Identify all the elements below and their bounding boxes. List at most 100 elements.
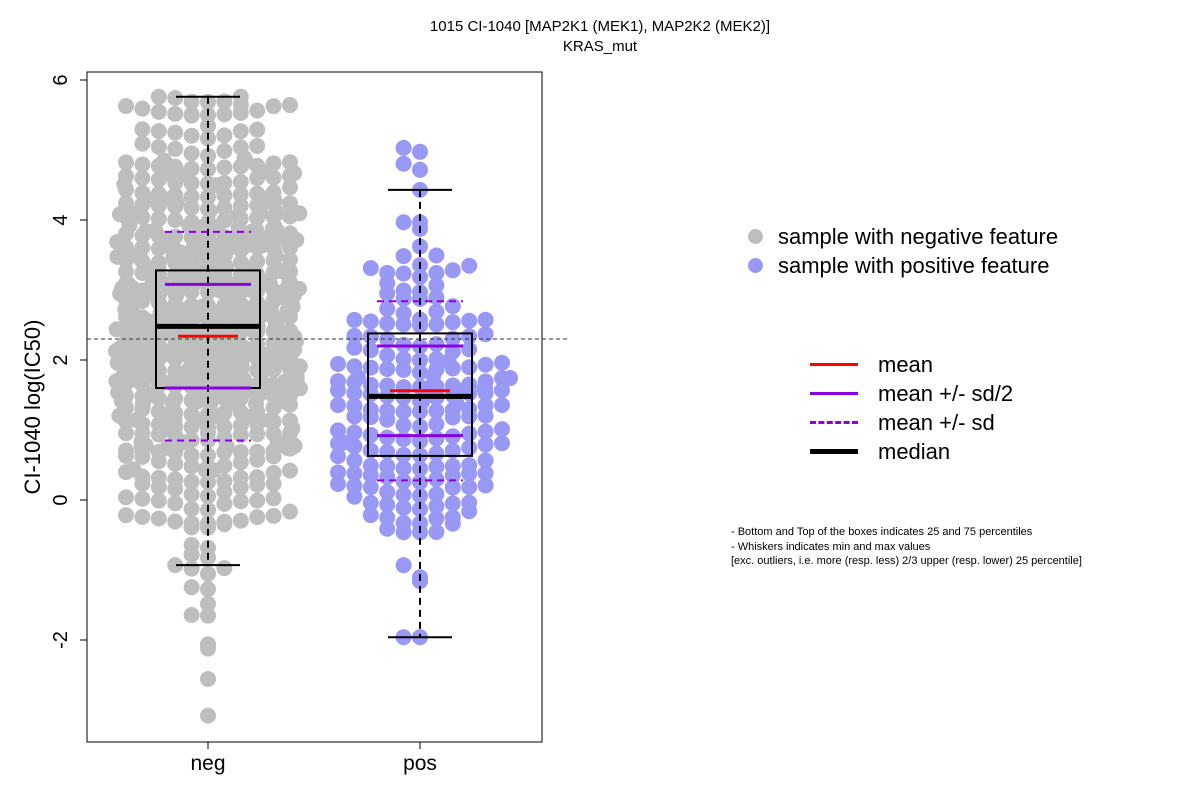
data-point [118, 195, 134, 212]
data-point [412, 418, 428, 435]
data-point [379, 458, 396, 475]
data-point [494, 354, 510, 371]
data-point [461, 479, 478, 496]
data-point [118, 507, 134, 524]
data-point [346, 424, 363, 441]
data-point [150, 103, 167, 120]
data-point [150, 492, 167, 509]
data-point [232, 469, 249, 486]
data-point [395, 305, 412, 322]
legend-label-positive: sample with positive feature [778, 252, 1050, 278]
data-point [461, 359, 478, 376]
data-point [330, 475, 346, 492]
data-point [183, 160, 200, 177]
data-point [183, 607, 200, 624]
data-point [362, 359, 379, 376]
data-point [183, 515, 200, 532]
data-point [232, 173, 249, 190]
data-point [444, 314, 461, 331]
legend-label-mean: mean [878, 351, 934, 377]
data-point [249, 469, 266, 486]
data-point [118, 98, 134, 115]
data-point [232, 88, 249, 105]
data-point [346, 339, 363, 356]
data-point [216, 212, 233, 229]
data-point [335, 434, 352, 451]
data-point [249, 185, 266, 202]
data-point [477, 356, 494, 373]
data-point [232, 186, 249, 203]
data-point [444, 458, 461, 475]
data-point [232, 139, 249, 156]
data-point [183, 458, 200, 475]
data-point [362, 401, 379, 418]
data-point [494, 421, 510, 438]
data-point [395, 248, 412, 265]
data-point [395, 403, 412, 420]
data-point [216, 495, 233, 512]
data-point [159, 439, 176, 456]
data-point [494, 435, 510, 452]
data-point [428, 277, 445, 294]
data-points [108, 88, 519, 724]
data-point [150, 210, 167, 227]
plot-frame [86, 71, 543, 743]
data-point [249, 253, 266, 270]
data-point [216, 174, 233, 191]
data-point [167, 495, 184, 512]
data-point [183, 127, 200, 144]
data-point [167, 105, 184, 122]
data-point [428, 523, 445, 540]
data-point [395, 214, 412, 231]
data-point [428, 350, 445, 367]
data-point [265, 490, 282, 507]
data-point [428, 486, 445, 503]
data-point [346, 311, 363, 328]
y-axis-label: CI-1040 log(IC50) [20, 320, 45, 495]
data-point [232, 404, 249, 421]
data-point [150, 403, 167, 420]
data-point [249, 294, 266, 311]
data-point [134, 170, 151, 187]
data-point [183, 486, 200, 503]
data-point [134, 121, 151, 138]
data-point [444, 343, 461, 360]
legend-entry-median: median [810, 437, 1013, 466]
data-point [150, 185, 167, 202]
data-point [395, 265, 412, 282]
data-point [200, 607, 216, 624]
legend-label-half-sd: mean +/- sd/2 [878, 380, 1014, 406]
data-point [444, 298, 461, 315]
data-point [428, 498, 445, 515]
data-point [183, 406, 200, 423]
data-point [428, 303, 445, 320]
boxplot-pos [367, 188, 473, 639]
data-point [282, 179, 298, 196]
data-point [265, 425, 282, 442]
data-point [395, 486, 412, 503]
data-point [134, 156, 151, 173]
data-point [477, 397, 494, 414]
data-point [428, 247, 445, 264]
data-point [412, 238, 428, 255]
data-point [428, 510, 445, 527]
data-point [118, 275, 135, 292]
data-point [150, 139, 167, 156]
data-point [395, 139, 412, 156]
data-point [494, 382, 510, 399]
data-point [412, 143, 428, 160]
data-point [249, 492, 266, 509]
data-point [428, 316, 445, 333]
blue-dot-icon [748, 258, 763, 273]
data-point [428, 471, 445, 488]
data-point [395, 514, 412, 531]
data-point [183, 199, 200, 216]
x-tick-label: pos [403, 752, 437, 775]
data-point [134, 309, 151, 326]
data-point [216, 457, 233, 474]
data-point [330, 448, 346, 465]
data-point [248, 221, 265, 238]
data-point [412, 214, 428, 231]
legend-entry-half-sd: mean +/- sd/2 [810, 379, 1013, 408]
